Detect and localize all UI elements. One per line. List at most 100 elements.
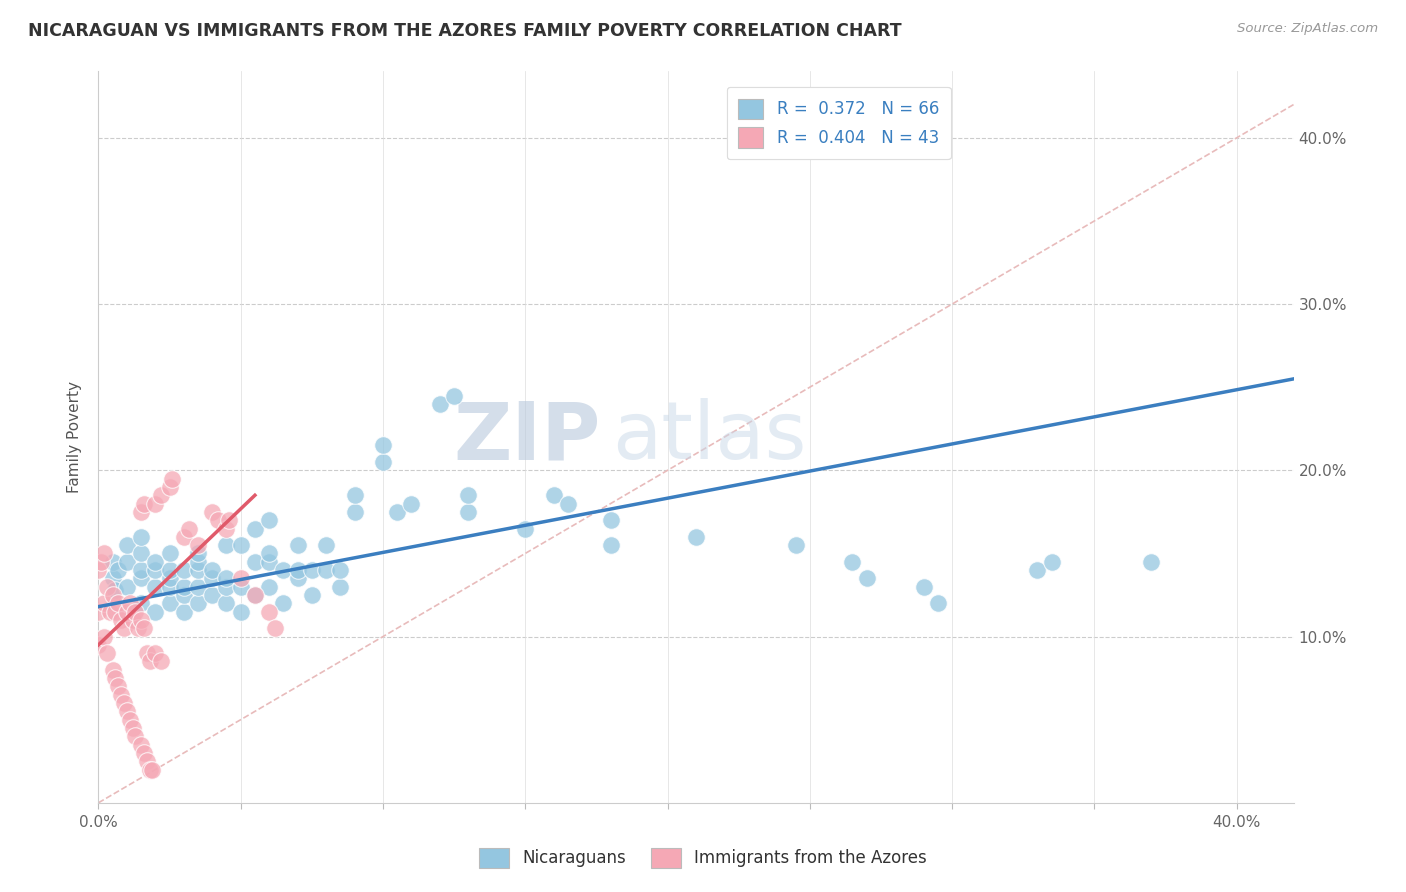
Point [1026,563,1049,577]
Point [457,488,479,502]
Point [218,513,240,527]
Point [1040,555,1063,569]
Point [159,580,181,594]
Point [201,505,224,519]
Point [101,588,124,602]
Point [104,605,127,619]
Point [273,563,295,577]
Point [93,596,115,610]
Point [187,555,209,569]
Point [93,546,115,560]
Point [107,563,129,577]
Point [173,588,195,602]
Point [129,546,152,560]
Point [143,497,166,511]
Point [201,588,224,602]
Point [229,580,252,594]
Point [112,621,135,635]
Point [457,505,479,519]
Point [143,555,166,569]
Point [201,563,224,577]
Point [159,596,181,610]
Point [115,580,138,594]
Point [215,521,238,535]
Point [162,472,184,486]
Point [685,530,707,544]
Point [159,571,181,585]
Point [87,638,110,652]
Point [159,563,181,577]
Point [132,746,155,760]
Point [104,582,127,597]
Point [243,588,266,602]
Point [129,613,152,627]
Point [110,613,132,627]
Point [112,696,135,710]
Point [101,555,124,569]
Point [141,763,163,777]
Point [124,729,146,743]
Point [343,488,366,502]
Point [429,397,451,411]
Point [273,596,295,610]
Point [599,538,621,552]
Point [104,671,127,685]
Point [515,521,537,535]
Point [187,563,209,577]
Point [135,754,157,768]
Text: NICARAGUAN VS IMMIGRANTS FROM THE AZORES FAMILY POVERTY CORRELATION CHART: NICARAGUAN VS IMMIGRANTS FROM THE AZORES… [28,22,901,40]
Point [301,588,323,602]
Point [129,530,152,544]
Point [129,738,152,752]
Y-axis label: Family Poverty: Family Poverty [67,381,83,493]
Point [257,546,280,560]
Point [124,605,146,619]
Point [159,546,181,560]
Point [115,538,138,552]
Point [243,521,266,535]
Point [912,580,935,594]
Point [187,546,209,560]
Point [96,646,118,660]
Point [129,596,152,610]
Point [115,705,138,719]
Point [107,596,129,610]
Point [385,505,409,519]
Point [138,763,160,777]
Point [96,580,118,594]
Point [132,497,155,511]
Point [127,621,149,635]
Point [329,563,352,577]
Point [173,530,195,544]
Point [150,655,173,669]
Point [173,580,195,594]
Point [243,588,266,602]
Point [543,488,565,502]
Point [287,538,309,552]
Point [329,580,352,594]
Point [287,571,309,585]
Point [371,438,394,452]
Point [93,630,115,644]
Point [599,513,621,527]
Point [229,571,252,585]
Text: ZIP: ZIP [453,398,600,476]
Point [118,596,141,610]
Point [315,538,337,552]
Point [343,505,366,519]
Point [1140,555,1163,569]
Point [257,513,280,527]
Point [143,563,166,577]
Point [187,538,209,552]
Point [263,621,285,635]
Point [132,621,155,635]
Point [121,613,143,627]
Point [101,663,124,677]
Point [243,555,266,569]
Point [557,497,579,511]
Point [207,513,229,527]
Point [143,605,166,619]
Point [371,455,394,469]
Point [257,580,280,594]
Point [87,563,110,577]
